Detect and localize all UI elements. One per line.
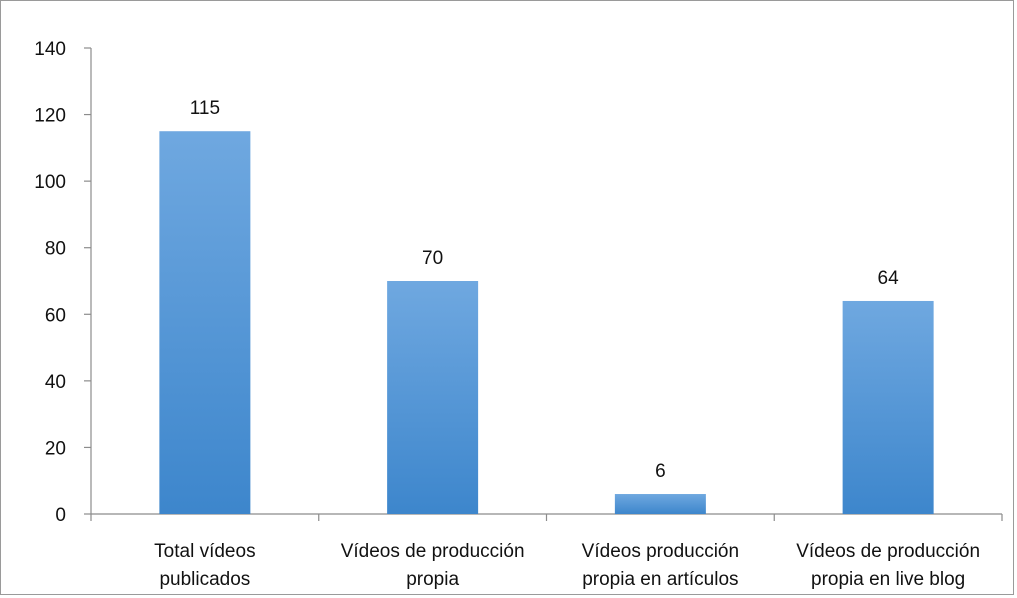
bar <box>387 281 479 514</box>
y-tick-label: 120 <box>34 106 66 127</box>
data-label: 64 <box>878 268 900 289</box>
x-category-label: Vídeos producción <box>582 541 739 562</box>
chart-bars <box>159 131 934 514</box>
x-category-label: publicados <box>159 569 250 590</box>
bar <box>842 300 934 514</box>
x-category-label: propia en live blog <box>811 569 965 590</box>
x-category-label: propia en artículos <box>582 569 738 590</box>
y-tick-label: 100 <box>34 172 66 193</box>
y-tick-label: 0 <box>55 505 66 526</box>
chart-labels: 115 Total vídeos publicados 70 Vídeos de pro… <box>154 98 980 590</box>
x-category-label: propia <box>406 569 459 590</box>
y-tick-label: 60 <box>45 305 66 326</box>
y-tick-label: 80 <box>45 239 66 260</box>
x-category-label: Vídeos de producción <box>341 541 525 562</box>
y-tick-label: 40 <box>45 372 66 393</box>
bar <box>614 494 706 514</box>
data-label: 6 <box>655 461 666 482</box>
y-tick-label: 20 <box>45 438 66 459</box>
bar <box>159 131 251 514</box>
data-label: 115 <box>190 98 220 119</box>
x-category-label: Total vídeos <box>154 541 255 562</box>
y-tick-label: 140 <box>34 39 66 60</box>
x-category-label: Vídeos de producción <box>796 541 980 562</box>
data-label: 70 <box>422 248 443 269</box>
